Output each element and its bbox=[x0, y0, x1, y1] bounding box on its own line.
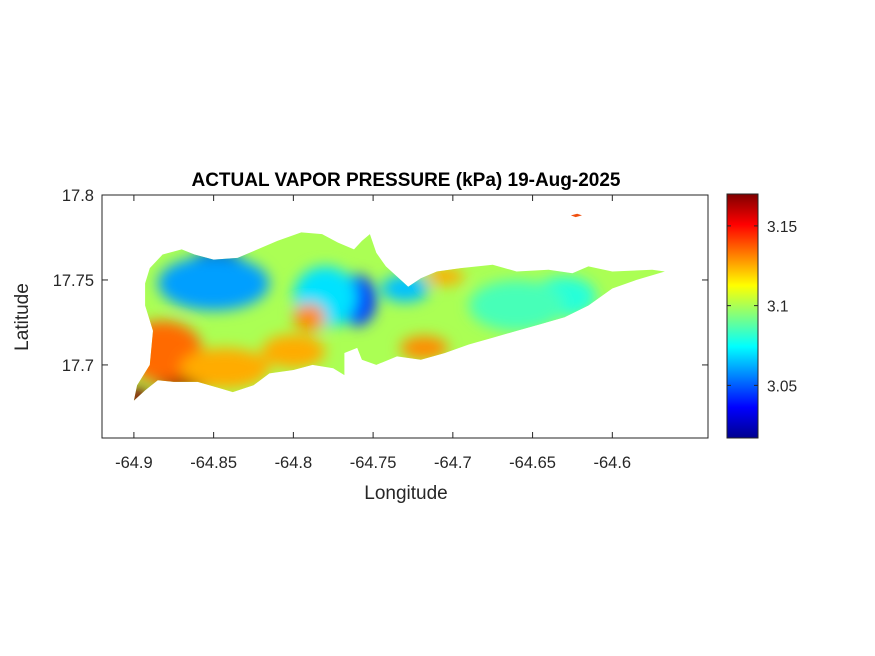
x-axis-ticks: -64.9 -64.85 -64.8 -64.75 -64.7 -64.65 -64.6 bbox=[115, 195, 631, 472]
value-patch-3 bbox=[180, 347, 270, 389]
colorbar-tick-label: 3.15 bbox=[767, 219, 797, 236]
islet-patch bbox=[570, 213, 582, 218]
y-tick-label: 17.8 bbox=[62, 187, 94, 205]
value-patch-14 bbox=[468, 279, 565, 331]
y-tick-label: 17.75 bbox=[53, 272, 94, 290]
value-patch-11 bbox=[425, 268, 465, 286]
x-tick-label: -64.75 bbox=[350, 454, 397, 472]
colorbar: 3.05 3.1 3.15 bbox=[726, 193, 797, 439]
x-tick-label: -64.8 bbox=[275, 454, 313, 472]
axes-box bbox=[101, 194, 709, 439]
value-patch-12 bbox=[261, 334, 326, 369]
x-tick-label: -64.6 bbox=[594, 454, 632, 472]
colorbar-gradient bbox=[726, 193, 759, 439]
value-patch-10 bbox=[400, 336, 449, 360]
y-axis-label: Latitude bbox=[12, 283, 33, 351]
value-patch-9 bbox=[293, 303, 326, 331]
value-patch-5 bbox=[157, 256, 270, 311]
x-tick-label: -64.9 bbox=[115, 454, 153, 472]
y-tick-label: 17.7 bbox=[62, 357, 94, 375]
x-axis-label: Longitude bbox=[364, 483, 447, 504]
y-axis-ticks: 17.7 17.75 17.8 bbox=[53, 187, 708, 375]
x-tick-label: -64.85 bbox=[190, 454, 237, 472]
colorbar-tick-label: 3.1 bbox=[767, 299, 789, 316]
x-tick-label: -64.7 bbox=[434, 454, 472, 472]
plot-area: -64.9 -64.85 -64.8 -64.75 -64.7 -64.65 -64.6 1… bbox=[53, 187, 709, 472]
colorbar-tick-label: 3.05 bbox=[767, 378, 797, 395]
chart-title: ACTUAL VAPOR PRESSURE (kPa) 19-Aug-2025 bbox=[191, 170, 620, 191]
colorbar-ticks: 3.05 3.1 3.15 bbox=[727, 219, 797, 395]
value-patch-8 bbox=[381, 274, 429, 303]
x-tick-label: -64.65 bbox=[509, 454, 556, 472]
